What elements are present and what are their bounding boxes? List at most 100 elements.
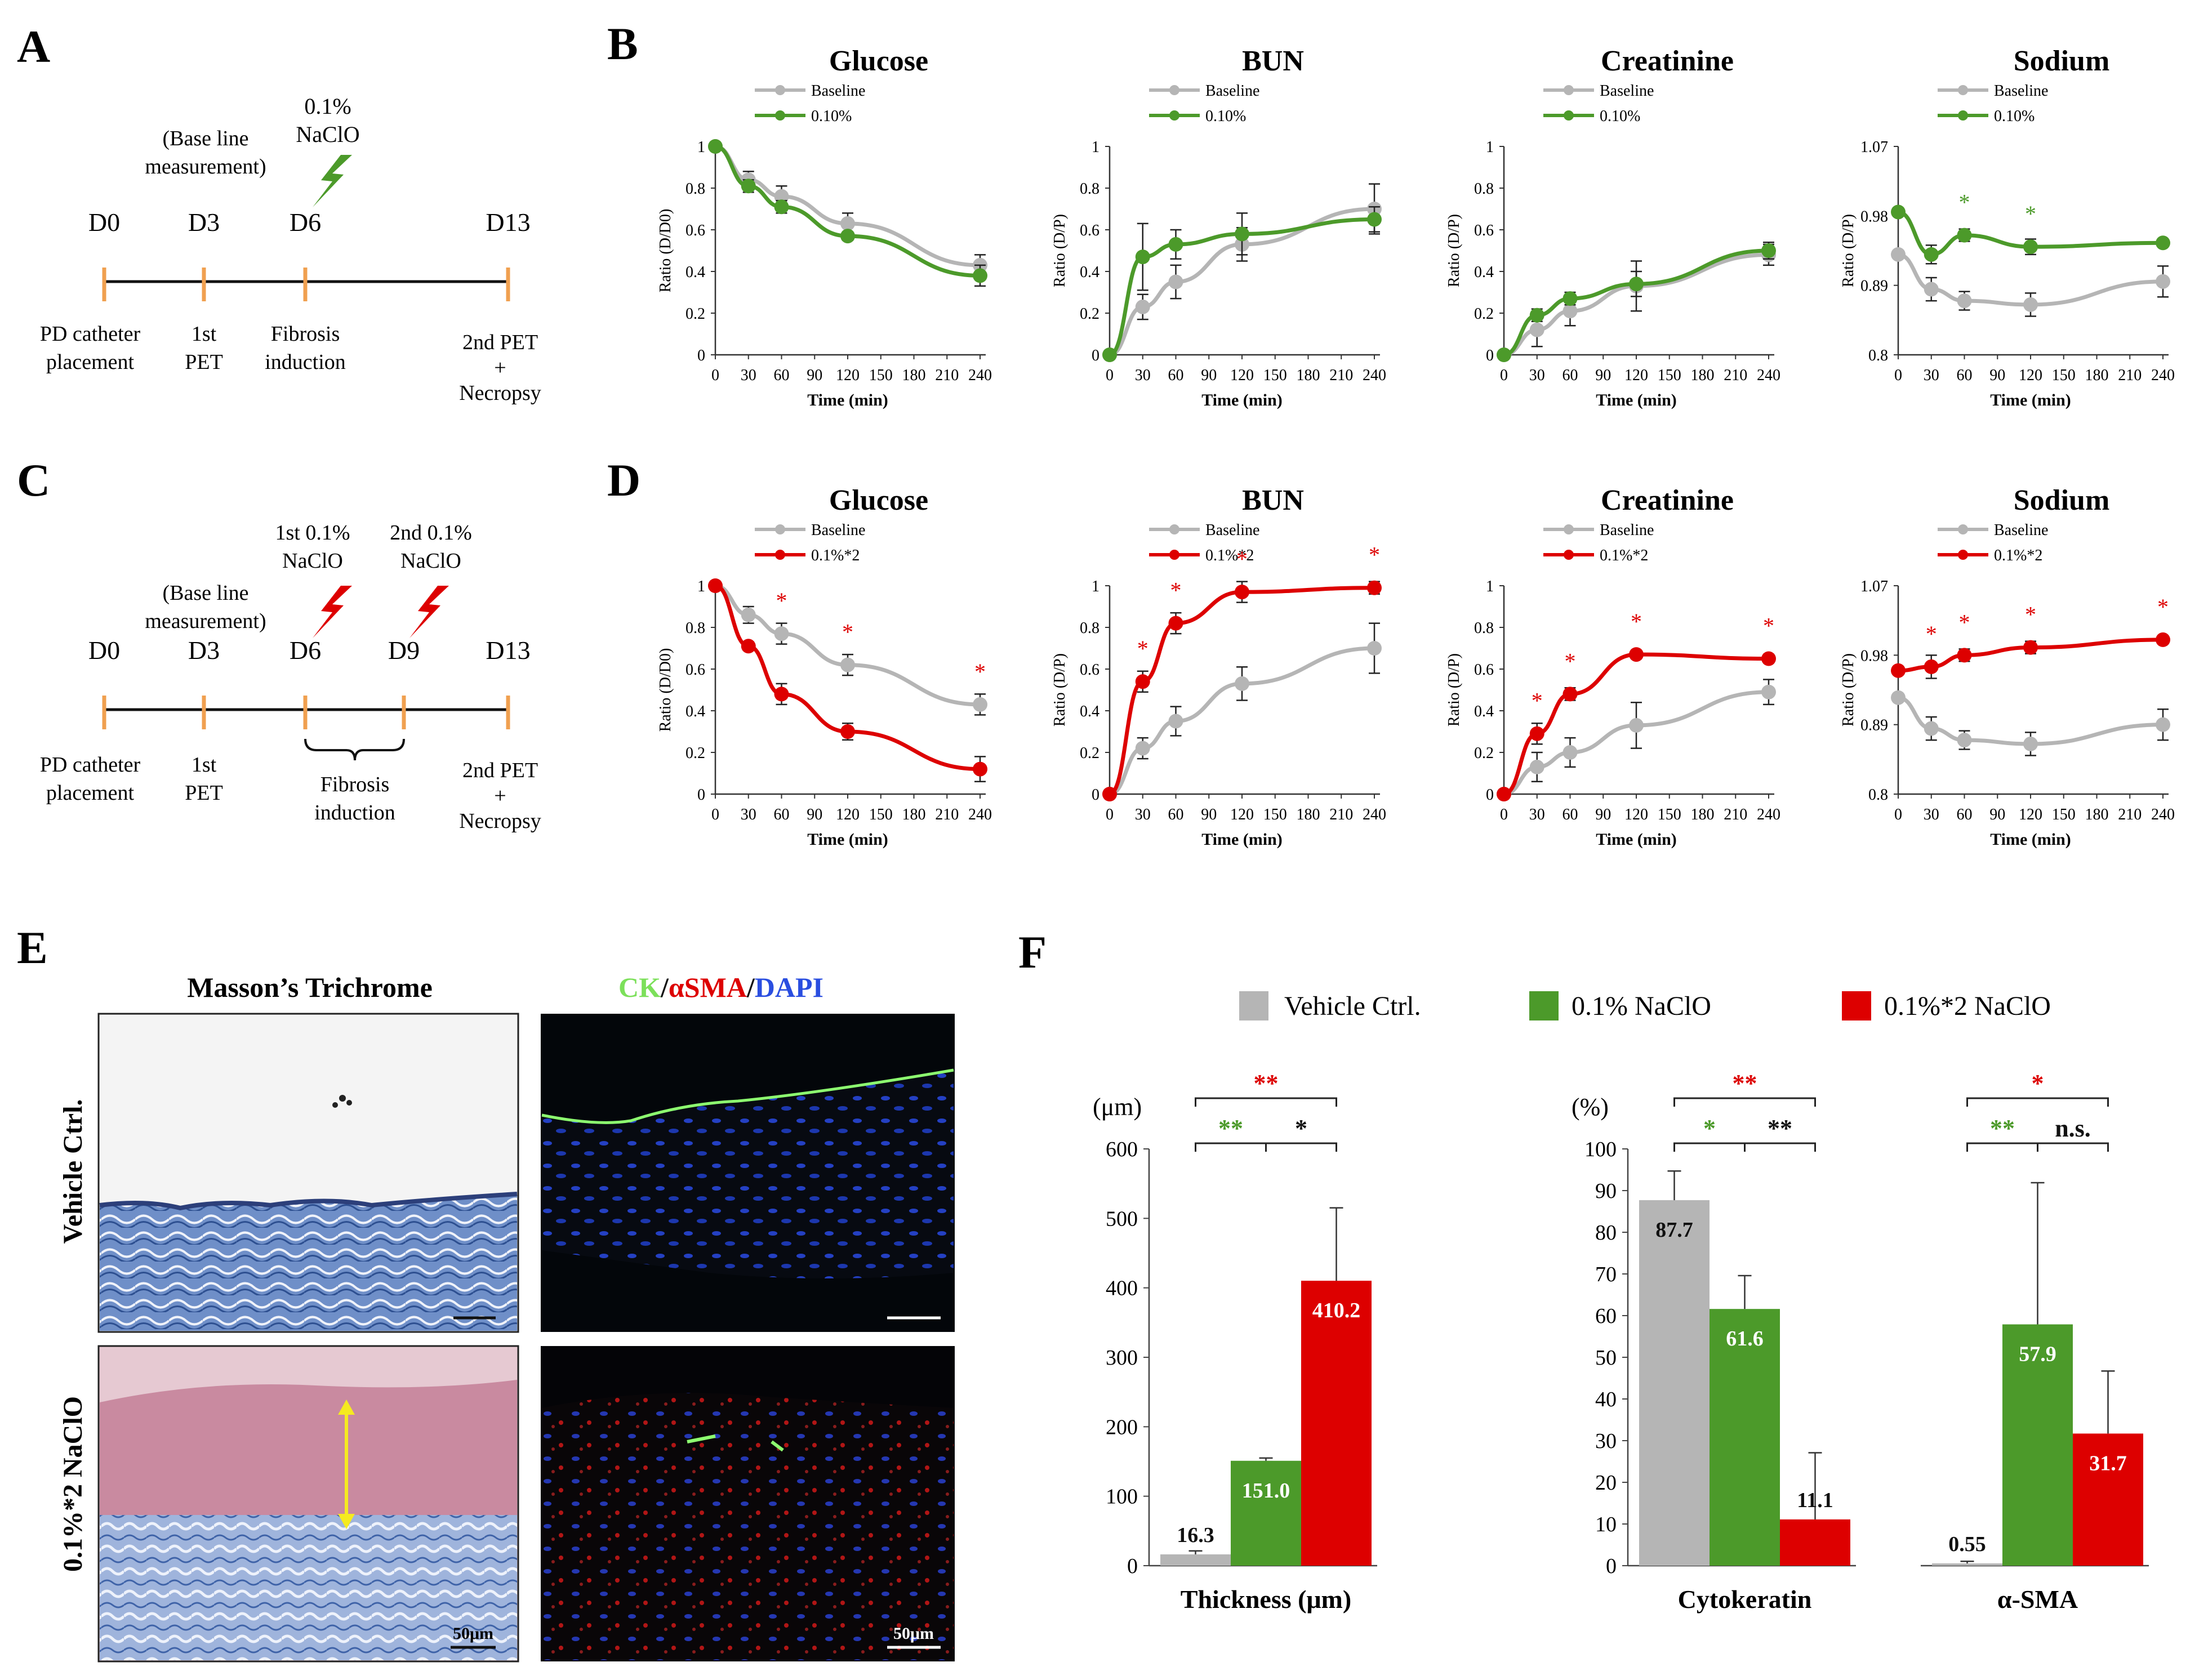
y-tick-label: 0.98: [1860, 208, 1888, 225]
legend-marker: [775, 85, 785, 95]
data-point: [1168, 714, 1183, 729]
data-point: [840, 216, 855, 231]
data-point: [1102, 347, 1117, 362]
legend-marker: [1958, 550, 1968, 560]
x-tick-label: 30: [1529, 367, 1545, 384]
x-tick-label: 0: [1106, 367, 1114, 384]
panel-e-microscopy: Masson’s Trichrome CK/αSMA/DAPI Vehicle …: [58, 972, 955, 1663]
y-tick-label: 0: [1486, 347, 1494, 364]
x-tick-label: 120: [2019, 367, 2042, 384]
panel-letter-e: E: [17, 922, 48, 973]
series-line-Baseline: [1109, 646, 1375, 796]
y-tick-label: 0.8: [685, 180, 705, 198]
row-label-treated: 0.1%*2 NaClO: [58, 1396, 88, 1572]
lightning-icon: [313, 586, 352, 638]
x-tick-label: 180: [1691, 806, 1715, 823]
significance-bracket: [1966, 1142, 2038, 1152]
y-tick-label: 0: [1127, 1554, 1138, 1578]
legend-marker: [775, 110, 785, 121]
series-line-0.10%: [1503, 248, 1769, 357]
y-tick-label: 0.98: [1860, 647, 1888, 665]
x-tick-label: 0: [1894, 367, 1902, 384]
significance-star: *: [1631, 609, 1642, 634]
line-chart-D-glucose: Glucose 0 30 60 90 120 150 180 210 240 0 0.2 0.4 0.6 0…: [657, 484, 992, 849]
series-line-0.1%*2: [1503, 652, 1769, 796]
y-tick-label: 1: [697, 139, 705, 156]
legend-marker: [1169, 524, 1179, 534]
bar-charts: Vehicle Ctrl. 0.1% NaClO 0.1%*2 NaClO 0 1…: [1093, 991, 2149, 1614]
data-point: [1629, 277, 1644, 292]
x-axis-label: Time (min): [1201, 391, 1283, 409]
panel-letter-a: A: [17, 21, 50, 72]
legend-swatch-nacl2: [1842, 991, 1871, 1021]
x-tick-label: 90: [807, 367, 822, 384]
y-axis-label: Ratio (D/P): [1051, 653, 1069, 727]
y-tick-label: 0.2: [1080, 305, 1099, 323]
y-tick-label: 0: [1486, 786, 1494, 804]
y-tick-label: 0: [1606, 1554, 1617, 1578]
column-title-fluorescence: CK/αSMA/DAPI: [618, 972, 823, 1003]
x-tick-label: 150: [1658, 367, 1681, 384]
series-line-Baseline: [715, 583, 981, 707]
event-label: PET: [185, 781, 223, 805]
legend-label: Baseline: [1994, 82, 2048, 100]
y-tick-label: 0.6: [1080, 222, 1099, 239]
data-point: [1891, 204, 1906, 220]
x-tick-label: 0: [711, 367, 719, 384]
x-tick-label: 150: [1658, 806, 1681, 823]
data-point: [2156, 632, 2170, 647]
legend-label-nacl: 0.1% NaClO: [1572, 991, 1711, 1021]
legend-label: Baseline: [1600, 82, 1654, 100]
x-tick-label: 240: [2151, 367, 2175, 384]
data-point: [973, 268, 987, 283]
event-label: placement: [46, 781, 135, 805]
legend-label: Baseline: [1205, 522, 1259, 539]
y-tick-label: 0.4: [1474, 264, 1494, 281]
x-tick-label: 0: [1894, 806, 1902, 823]
data-point: [1891, 690, 1906, 705]
significance-label: **: [1218, 1115, 1243, 1142]
significance-star: *: [1236, 546, 1248, 572]
legend-label: 0.10%: [1205, 108, 1246, 125]
data-point: [1924, 721, 1939, 736]
x-axis-label: Thickness (μm): [1181, 1585, 1351, 1614]
x-tick-label: 120: [836, 806, 860, 823]
x-tick-label: 150: [869, 367, 893, 384]
event-label: Necropsy: [459, 809, 541, 833]
day-label: D13: [486, 208, 530, 237]
y-tick-label: 0.4: [685, 264, 705, 281]
y-tick-label: 0.8: [1080, 180, 1099, 198]
day-label: D3: [188, 208, 220, 237]
data-point: [1562, 304, 1578, 319]
y-tick-label: 0.6: [1474, 661, 1494, 679]
legend-marker: [775, 550, 785, 560]
legend-label: 0.1%*2: [1994, 547, 2042, 564]
event-label: Fibrosis: [320, 773, 389, 796]
y-tick-label: 0.89: [1860, 278, 1888, 295]
y-axis-label: Ratio (D/P): [1445, 214, 1463, 287]
chart-title: BUN: [1242, 484, 1304, 516]
legend-marker: [1564, 110, 1574, 121]
y-axis-unit: (%): [1572, 1093, 1609, 1121]
y-axis-label: Ratio (D/P): [1051, 214, 1069, 287]
significance-label: *: [2032, 1070, 2044, 1097]
x-tick-label: 90: [1595, 806, 1611, 823]
x-tick-label: 30: [741, 806, 756, 823]
day-label: D0: [88, 208, 120, 237]
event-label: 1st: [192, 753, 217, 777]
x-tick-label: 240: [1757, 806, 1780, 823]
x-tick-label: 120: [1624, 806, 1648, 823]
x-tick-label: 150: [2052, 806, 2076, 823]
x-tick-label: 180: [1297, 367, 1320, 384]
x-tick-label: 150: [1263, 367, 1287, 384]
event-label: PET: [185, 350, 223, 374]
bar-value-label: 31.7: [2089, 1451, 2127, 1475]
line-chart-B-creatinine: Creatinine 0 30 60 90 120 150 180 210 240 0 0.2 0.4 0…: [1445, 45, 1780, 409]
data-point: [774, 687, 789, 702]
y-tick-label: 0.8: [1474, 180, 1494, 198]
y-tick-label: 50: [1595, 1346, 1617, 1370]
bar-0.1% NaClO: [1710, 1309, 1780, 1566]
day-label: D6: [290, 208, 321, 237]
y-tick-label: 1.07: [1860, 139, 1888, 156]
